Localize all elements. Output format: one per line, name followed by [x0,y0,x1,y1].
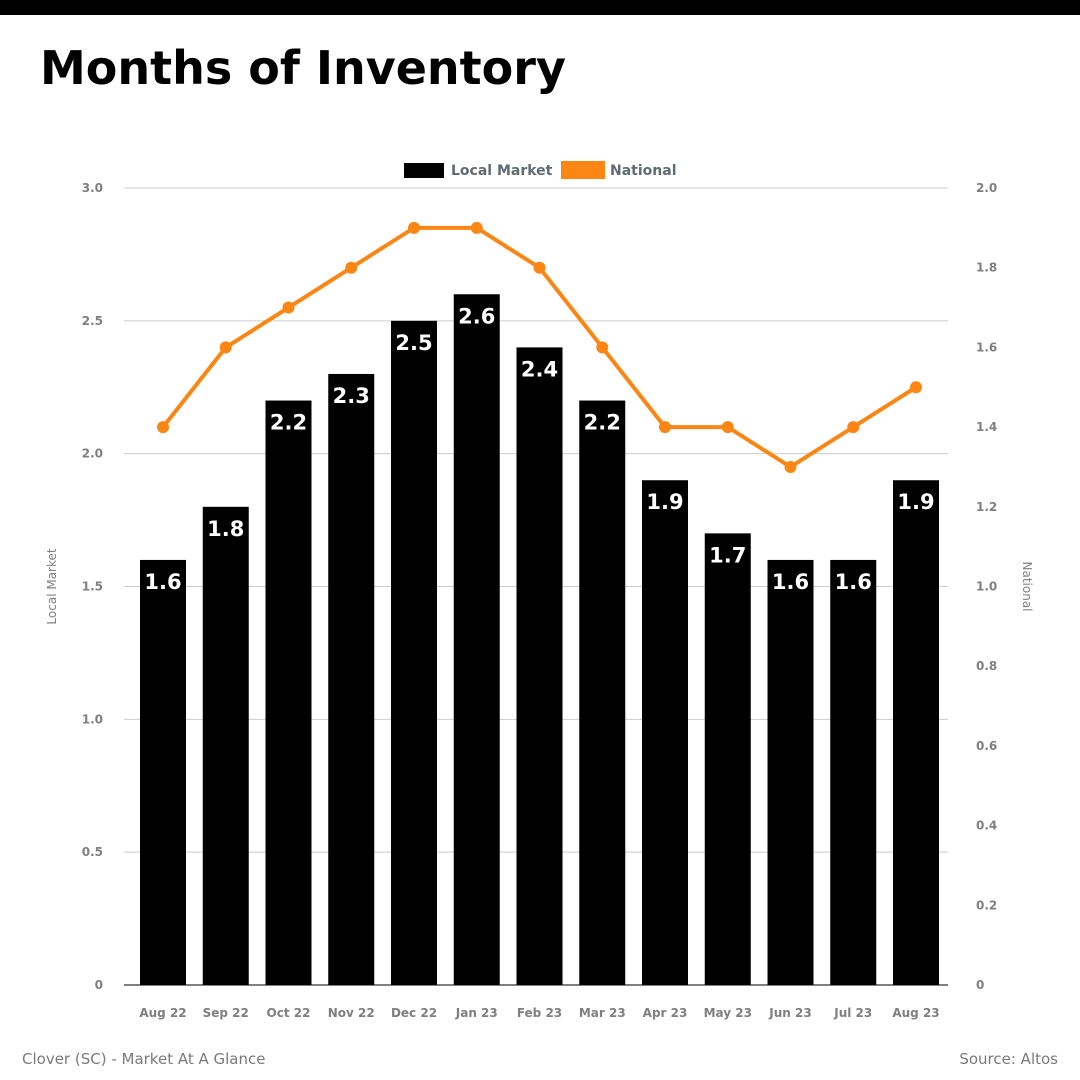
bar-value-label: 1.8 [207,517,244,541]
bar-value-label: 1.6 [835,570,872,594]
left-tick-label: 2.5 [82,314,103,328]
bar-mar-23 [579,400,626,985]
right-tick-label: 1.6 [976,340,997,354]
category-label: Oct 22 [267,1006,311,1020]
right-tick-label: 1.2 [976,500,997,514]
bar-jan-23 [453,294,500,985]
bar-sep-22 [202,506,249,985]
national-point-jul-23 [847,421,860,434]
category-label: Mar 23 [579,1006,626,1020]
right-tick-label: 0.4 [976,819,997,833]
bar-value-label: 1.7 [709,543,746,567]
left-tick-label: 3.0 [82,181,103,195]
legend-swatch-local-market [404,163,444,178]
left-tick-label: 0 [95,978,103,992]
bar-value-label: 1.6 [772,570,809,594]
bar-value-label: 2.6 [458,304,495,328]
national-point-aug-23 [910,381,922,394]
right-tick-label: 0.8 [976,659,997,673]
bar-value-label: 2.2 [584,411,621,435]
bar-oct-22 [265,400,312,985]
national-point-dec-22 [408,221,420,234]
left-axis-title: Local Market [45,548,59,624]
bar-value-label: 2.3 [333,384,370,408]
legend-label-national: National [610,163,677,179]
category-label: Dec 22 [391,1006,437,1020]
bar-value-label: 1.9 [646,490,683,514]
category-label: Jan 23 [455,1006,498,1020]
national-point-feb-23 [533,261,546,274]
bar-aug-22 [140,559,186,985]
left-tick-label: 2.0 [82,447,103,461]
national-point-oct-22 [282,301,295,314]
bar-feb-23 [516,347,563,985]
bar-value-label: 1.9 [897,490,934,514]
right-tick-label: 1.0 [976,580,997,594]
national-point-aug-22 [157,421,169,434]
bar-value-label: 2.2 [270,411,307,435]
bar-value-label: 1.6 [144,570,181,594]
right-axis-title: National [1020,561,1034,611]
category-label: Jun 23 [768,1006,811,1020]
national-point-nov-22 [345,261,358,274]
category-label: Feb 23 [517,1006,562,1020]
category-label: Sep 22 [203,1006,249,1020]
right-tick-label: 0.6 [976,739,997,753]
category-label: Aug 22 [139,1006,186,1020]
right-tick-label: 0.2 [976,898,997,912]
page-title: Months of Inventory [40,41,566,95]
bar-may-23 [704,533,751,985]
bar-value-label: 2.4 [521,357,558,381]
left-tick-label: 1.5 [82,580,103,594]
legend-swatch-national [561,161,605,179]
category-label: Aug 23 [892,1006,939,1020]
right-tick-label: 1.4 [976,420,997,434]
category-label: Jul 23 [833,1006,872,1020]
left-tick-label: 0.5 [82,845,103,859]
national-point-apr-23 [659,421,671,434]
right-tick-label: 0 [976,978,984,992]
top-bar [0,0,1080,15]
footer-market-name: Clover (SC) - Market At A Glance [22,1050,266,1068]
bar-jul-23 [830,559,877,985]
category-label: Nov 22 [328,1006,375,1020]
national-point-jan-23 [470,221,483,234]
national-point-mar-23 [596,341,609,354]
bar-apr-23 [642,480,688,985]
bar-dec-22 [391,320,437,985]
national-point-sep-22 [219,341,232,354]
right-tick-label: 2.0 [976,181,997,195]
bar-value-label: 2.5 [395,331,432,355]
right-tick-label: 1.8 [976,261,997,275]
left-tick-label: 1.0 [82,712,103,726]
bar-aug-23 [893,480,939,985]
bar-jun-23 [767,559,814,985]
national-point-jun-23 [784,460,797,473]
category-label: May 23 [704,1006,752,1020]
bar-nov-22 [328,373,375,985]
category-label: Apr 23 [643,1006,688,1020]
national-point-may-23 [721,421,734,434]
legend-label-local-market: Local Market [451,163,553,179]
footer-source: Source: Altos [959,1050,1058,1068]
